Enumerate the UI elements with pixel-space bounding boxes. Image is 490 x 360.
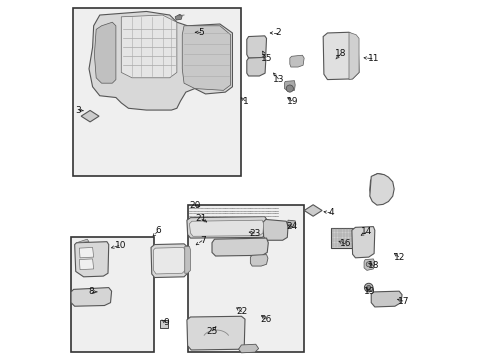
Text: 19: 19 <box>364 287 375 296</box>
Polygon shape <box>79 247 94 258</box>
Text: 21: 21 <box>196 214 207 223</box>
Polygon shape <box>74 242 109 277</box>
Text: 25: 25 <box>206 327 218 336</box>
Text: 16: 16 <box>340 239 351 248</box>
Circle shape <box>367 285 371 290</box>
Text: 9: 9 <box>163 318 169 327</box>
Text: 13: 13 <box>273 75 285 84</box>
Polygon shape <box>81 111 99 122</box>
Polygon shape <box>187 217 267 238</box>
Polygon shape <box>175 14 182 20</box>
Circle shape <box>286 85 294 92</box>
Polygon shape <box>304 205 322 216</box>
Bar <box>73 8 242 176</box>
Polygon shape <box>190 220 264 236</box>
Bar <box>331 228 353 248</box>
Polygon shape <box>371 291 402 307</box>
Polygon shape <box>364 259 375 270</box>
Text: 18: 18 <box>335 49 347 58</box>
Polygon shape <box>263 220 288 240</box>
Polygon shape <box>287 220 296 227</box>
Text: 17: 17 <box>398 297 409 306</box>
Text: 20: 20 <box>189 201 200 210</box>
Text: 4: 4 <box>329 208 335 217</box>
Bar <box>160 320 168 328</box>
Polygon shape <box>95 22 116 83</box>
Circle shape <box>365 283 373 292</box>
Text: 8: 8 <box>89 287 95 296</box>
Polygon shape <box>151 244 188 278</box>
Text: 12: 12 <box>393 253 405 262</box>
Text: 3: 3 <box>76 105 81 114</box>
Text: 23: 23 <box>249 229 261 238</box>
Polygon shape <box>182 26 231 90</box>
Text: 5: 5 <box>198 28 204 37</box>
Polygon shape <box>239 344 259 353</box>
Text: 1: 1 <box>243 96 248 105</box>
Polygon shape <box>196 27 217 40</box>
Polygon shape <box>212 238 269 256</box>
Text: 15: 15 <box>261 54 272 63</box>
Polygon shape <box>76 239 89 243</box>
Bar <box>188 205 304 352</box>
Polygon shape <box>71 288 112 306</box>
Polygon shape <box>153 247 185 274</box>
Circle shape <box>289 221 294 226</box>
Text: 18: 18 <box>368 261 379 270</box>
Bar <box>71 237 153 352</box>
Text: 7: 7 <box>200 236 206 245</box>
Polygon shape <box>285 81 295 91</box>
Polygon shape <box>187 316 245 350</box>
Polygon shape <box>247 36 267 58</box>
Polygon shape <box>247 57 266 76</box>
Polygon shape <box>185 246 191 273</box>
Text: 26: 26 <box>260 315 271 324</box>
Polygon shape <box>79 259 94 270</box>
Circle shape <box>366 262 371 267</box>
Polygon shape <box>349 32 359 80</box>
Polygon shape <box>290 55 304 67</box>
Text: 24: 24 <box>287 222 298 231</box>
Text: 6: 6 <box>155 226 161 235</box>
Polygon shape <box>89 12 232 110</box>
Text: 10: 10 <box>115 241 126 250</box>
Polygon shape <box>323 32 359 80</box>
Text: 11: 11 <box>368 54 379 63</box>
Polygon shape <box>370 174 388 201</box>
Polygon shape <box>250 255 268 266</box>
Text: 2: 2 <box>275 28 281 37</box>
Polygon shape <box>370 174 394 205</box>
Polygon shape <box>352 226 375 258</box>
Text: 22: 22 <box>237 307 248 316</box>
Text: 14: 14 <box>361 228 372 237</box>
Polygon shape <box>122 15 177 78</box>
Text: 19: 19 <box>287 96 298 105</box>
